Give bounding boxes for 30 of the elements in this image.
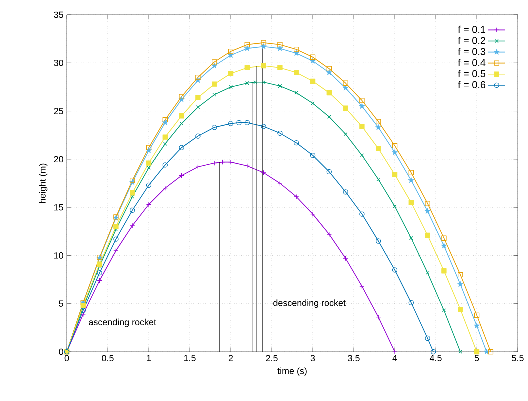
x-tick-label: 3 [310,355,316,362]
x-tick-label: 4 [392,355,398,362]
y-tick-label: 15 [54,204,64,211]
x-tick-label: 5 [474,355,480,362]
y-axis-title: height (m) [39,164,48,204]
legend-label: f = 0.1 [458,26,486,34]
legend-label: f = 0.3 [458,48,486,56]
y-tick-label: 25 [54,108,64,114]
x-tick-label: 1.5 [184,355,196,362]
x-tick-label: 3.5 [348,355,360,362]
x-tick-label: 0 [64,355,70,362]
annotation: ascending rocket [89,318,156,328]
x-tick-label: 2 [228,355,234,362]
y-tick-label: 10 [54,252,64,259]
y-tick-label: 5 [59,300,64,307]
y-tick-label: 30 [54,60,64,66]
legend-label: f = 0.2 [458,36,486,44]
x-tick-label: 0.5 [102,355,114,362]
legend-label: f = 0.6 [458,81,486,88]
x-tick-label: 2.5 [266,355,278,362]
x-tick-label: 1 [147,355,152,362]
y-tick-label: 0 [59,348,64,356]
x-tick-label: 4.5 [430,355,442,362]
x-tick-label: 5.5 [512,355,524,362]
annotation: descending rocket [274,300,346,308]
y-tick-label: 35 [54,12,64,18]
y-tick-label: 20 [54,156,64,163]
x-axis-title: time (s) [278,368,307,376]
legend-label: f = 0.5 [458,70,486,78]
legend-label: f = 0.4 [458,59,486,66]
